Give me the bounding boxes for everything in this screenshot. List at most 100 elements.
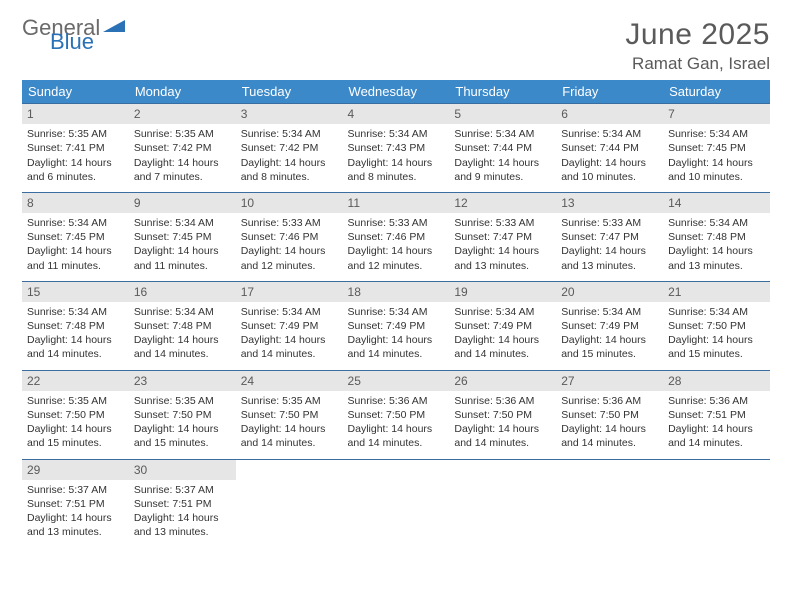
calendar-day-cell: 29Sunrise: 5:37 AMSunset: 7:51 PMDayligh… bbox=[22, 459, 129, 547]
weekday-header: Tuesday bbox=[236, 80, 343, 104]
sunrise-text: Sunrise: 5:35 AM bbox=[27, 394, 124, 408]
sunrise-text: Sunrise: 5:33 AM bbox=[561, 216, 658, 230]
sunrise-text: Sunrise: 5:33 AM bbox=[348, 216, 445, 230]
daylight-text: Daylight: 14 hours bbox=[27, 422, 124, 436]
daylight-text: and 14 minutes. bbox=[454, 436, 551, 450]
day-number: 16 bbox=[129, 282, 236, 302]
calendar-day-cell: 11Sunrise: 5:33 AMSunset: 7:46 PMDayligh… bbox=[343, 192, 450, 281]
daylight-text: Daylight: 14 hours bbox=[27, 333, 124, 347]
calendar-day-cell: 24Sunrise: 5:35 AMSunset: 7:50 PMDayligh… bbox=[236, 370, 343, 459]
daylight-text: and 13 minutes. bbox=[454, 259, 551, 273]
daylight-text: Daylight: 14 hours bbox=[27, 244, 124, 258]
sunset-text: Sunset: 7:49 PM bbox=[454, 319, 551, 333]
sunset-text: Sunset: 7:45 PM bbox=[27, 230, 124, 244]
calendar-day-cell: 4Sunrise: 5:34 AMSunset: 7:43 PMDaylight… bbox=[343, 104, 450, 193]
day-number: 13 bbox=[556, 193, 663, 213]
daylight-text: and 13 minutes. bbox=[668, 259, 765, 273]
sunrise-text: Sunrise: 5:36 AM bbox=[348, 394, 445, 408]
sunrise-text: Sunrise: 5:33 AM bbox=[241, 216, 338, 230]
daylight-text: Daylight: 14 hours bbox=[134, 333, 231, 347]
sunrise-text: Sunrise: 5:36 AM bbox=[561, 394, 658, 408]
daylight-text: and 14 minutes. bbox=[27, 347, 124, 361]
calendar-day-cell: 12Sunrise: 5:33 AMSunset: 7:47 PMDayligh… bbox=[449, 192, 556, 281]
sunset-text: Sunset: 7:46 PM bbox=[241, 230, 338, 244]
daylight-text: and 14 minutes. bbox=[241, 436, 338, 450]
daylight-text: Daylight: 14 hours bbox=[561, 244, 658, 258]
day-number: 18 bbox=[343, 282, 450, 302]
daylight-text: Daylight: 14 hours bbox=[241, 156, 338, 170]
title-block: June 2025 Ramat Gan, Israel bbox=[625, 18, 770, 74]
sunrise-text: Sunrise: 5:33 AM bbox=[454, 216, 551, 230]
daylight-text: Daylight: 14 hours bbox=[348, 156, 445, 170]
daylight-text: Daylight: 14 hours bbox=[241, 244, 338, 258]
sunset-text: Sunset: 7:46 PM bbox=[348, 230, 445, 244]
calendar-day-cell: 14Sunrise: 5:34 AMSunset: 7:48 PMDayligh… bbox=[663, 192, 770, 281]
daylight-text: and 13 minutes. bbox=[134, 525, 231, 539]
sunset-text: Sunset: 7:45 PM bbox=[668, 141, 765, 155]
daylight-text: and 8 minutes. bbox=[348, 170, 445, 184]
sunset-text: Sunset: 7:50 PM bbox=[561, 408, 658, 422]
daylight-text: Daylight: 14 hours bbox=[27, 156, 124, 170]
daylight-text: Daylight: 14 hours bbox=[668, 422, 765, 436]
sunrise-text: Sunrise: 5:36 AM bbox=[668, 394, 765, 408]
sunset-text: Sunset: 7:50 PM bbox=[454, 408, 551, 422]
daylight-text: Daylight: 14 hours bbox=[668, 333, 765, 347]
daylight-text: and 10 minutes. bbox=[561, 170, 658, 184]
calendar-day-cell: 10Sunrise: 5:33 AMSunset: 7:46 PMDayligh… bbox=[236, 192, 343, 281]
sunrise-text: Sunrise: 5:34 AM bbox=[454, 127, 551, 141]
day-number: 11 bbox=[343, 193, 450, 213]
sunrise-text: Sunrise: 5:34 AM bbox=[241, 305, 338, 319]
sunrise-text: Sunrise: 5:34 AM bbox=[561, 305, 658, 319]
day-number: 3 bbox=[236, 104, 343, 124]
calendar-day-cell bbox=[663, 459, 770, 547]
day-number: 5 bbox=[449, 104, 556, 124]
day-number: 24 bbox=[236, 371, 343, 391]
sunrise-text: Sunrise: 5:36 AM bbox=[454, 394, 551, 408]
daylight-text: Daylight: 14 hours bbox=[241, 333, 338, 347]
daylight-text: and 14 minutes. bbox=[668, 436, 765, 450]
day-number: 22 bbox=[22, 371, 129, 391]
daylight-text: and 13 minutes. bbox=[561, 259, 658, 273]
sunrise-text: Sunrise: 5:37 AM bbox=[27, 483, 124, 497]
day-number: 21 bbox=[663, 282, 770, 302]
sunset-text: Sunset: 7:42 PM bbox=[241, 141, 338, 155]
location-subtitle: Ramat Gan, Israel bbox=[625, 54, 770, 74]
daylight-text: Daylight: 14 hours bbox=[134, 422, 231, 436]
calendar-day-cell bbox=[556, 459, 663, 547]
sunrise-text: Sunrise: 5:34 AM bbox=[134, 305, 231, 319]
sunset-text: Sunset: 7:44 PM bbox=[454, 141, 551, 155]
sunset-text: Sunset: 7:49 PM bbox=[561, 319, 658, 333]
weekday-header: Friday bbox=[556, 80, 663, 104]
calendar-day-cell: 22Sunrise: 5:35 AMSunset: 7:50 PMDayligh… bbox=[22, 370, 129, 459]
weekday-header-row: Sunday Monday Tuesday Wednesday Thursday… bbox=[22, 80, 770, 104]
sunrise-text: Sunrise: 5:34 AM bbox=[241, 127, 338, 141]
daylight-text: Daylight: 14 hours bbox=[134, 244, 231, 258]
day-number: 6 bbox=[556, 104, 663, 124]
daylight-text: and 7 minutes. bbox=[134, 170, 231, 184]
day-number: 17 bbox=[236, 282, 343, 302]
sunrise-text: Sunrise: 5:34 AM bbox=[348, 305, 445, 319]
calendar-day-cell: 8Sunrise: 5:34 AMSunset: 7:45 PMDaylight… bbox=[22, 192, 129, 281]
weekday-header: Wednesday bbox=[343, 80, 450, 104]
calendar-day-cell: 21Sunrise: 5:34 AMSunset: 7:50 PMDayligh… bbox=[663, 281, 770, 370]
calendar-day-cell: 18Sunrise: 5:34 AMSunset: 7:49 PMDayligh… bbox=[343, 281, 450, 370]
sunrise-text: Sunrise: 5:34 AM bbox=[561, 127, 658, 141]
calendar-day-cell: 2Sunrise: 5:35 AMSunset: 7:42 PMDaylight… bbox=[129, 104, 236, 193]
sunset-text: Sunset: 7:47 PM bbox=[454, 230, 551, 244]
calendar-week-row: 1Sunrise: 5:35 AMSunset: 7:41 PMDaylight… bbox=[22, 104, 770, 193]
daylight-text: Daylight: 14 hours bbox=[27, 511, 124, 525]
calendar-table: Sunday Monday Tuesday Wednesday Thursday… bbox=[22, 80, 770, 547]
calendar-day-cell: 26Sunrise: 5:36 AMSunset: 7:50 PMDayligh… bbox=[449, 370, 556, 459]
sunset-text: Sunset: 7:48 PM bbox=[668, 230, 765, 244]
daylight-text: Daylight: 14 hours bbox=[134, 511, 231, 525]
daylight-text: and 11 minutes. bbox=[134, 259, 231, 273]
daylight-text: and 13 minutes. bbox=[27, 525, 124, 539]
calendar-week-row: 8Sunrise: 5:34 AMSunset: 7:45 PMDaylight… bbox=[22, 192, 770, 281]
daylight-text: and 6 minutes. bbox=[27, 170, 124, 184]
day-number: 25 bbox=[343, 371, 450, 391]
daylight-text: and 14 minutes. bbox=[561, 436, 658, 450]
sunrise-text: Sunrise: 5:34 AM bbox=[348, 127, 445, 141]
day-number: 1 bbox=[22, 104, 129, 124]
daylight-text: and 12 minutes. bbox=[241, 259, 338, 273]
daylight-text: Daylight: 14 hours bbox=[348, 333, 445, 347]
